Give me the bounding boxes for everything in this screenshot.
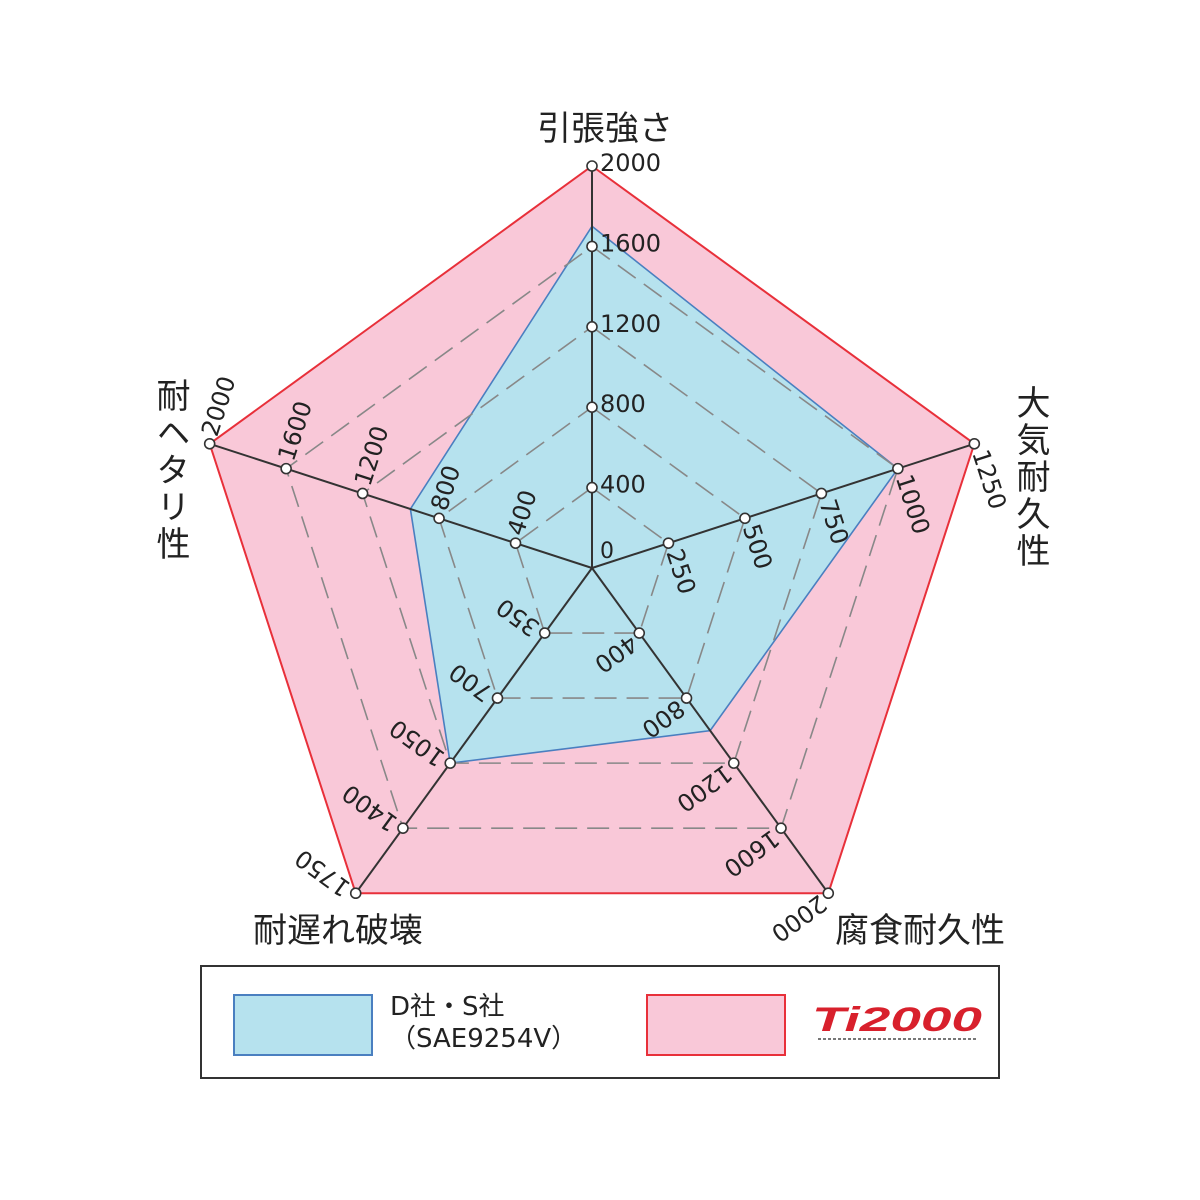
legend-label-line1: D社・S社 (390, 992, 505, 1022)
legend-swatch-ti2000 (646, 994, 786, 1056)
tick-marker (444, 757, 457, 769)
tick-marker (586, 240, 598, 253)
legend-label-line2: （SAE9254V） (390, 1024, 578, 1054)
grid-ring (285, 245, 899, 829)
series-area-sae9254v (409, 225, 899, 765)
tick-marker (586, 481, 598, 494)
tick-label: 1200 (600, 310, 661, 338)
tick-marker (822, 887, 835, 900)
axis-label-atmospheric-durability: 大気耐久性 (1010, 385, 1050, 570)
axis-label: 耐遅れ破壊 (253, 911, 423, 951)
legend-swatch-sae9254v (233, 994, 373, 1056)
tick-marker (968, 437, 981, 450)
axis-label-sag-resistance: 耐ヘタリ性 (150, 378, 190, 563)
tick-marker (739, 512, 751, 525)
tick-marker (586, 160, 598, 172)
tick-label: 1250 (966, 446, 1012, 513)
tick-label: 0 (600, 539, 614, 564)
tick-marker (349, 887, 362, 900)
tick-marker (509, 537, 522, 549)
axis-line (354, 567, 593, 894)
tick-marker (203, 437, 216, 450)
tick-marker (586, 320, 598, 333)
tick-marker (397, 822, 409, 834)
tick-marker (815, 487, 828, 500)
tick-marker (538, 627, 551, 639)
tick-label: 1600 (600, 229, 661, 257)
tick-marker (280, 462, 292, 475)
tick-label: 2000 (600, 149, 661, 177)
tick-marker (775, 822, 787, 834)
tick-marker (633, 627, 646, 639)
axis-line (591, 442, 975, 569)
tick-marker (662, 537, 675, 549)
tick-marker (892, 462, 904, 475)
svg-text:Ti2000: Ti2000 (812, 1003, 982, 1039)
axis-label: 引張強さ (537, 109, 673, 149)
tick-marker (356, 487, 369, 500)
tick-label: 400 (600, 471, 646, 499)
tick-marker (680, 692, 693, 704)
axis-line (591, 567, 830, 894)
axis-label: 腐食耐久性 (835, 911, 1005, 951)
grid-ring (514, 486, 670, 634)
grid-ring (438, 406, 746, 699)
legend-label-sae9254v: D社・S社 （SAE9254V） (390, 991, 577, 1055)
tick-label: 800 (600, 390, 646, 418)
ti2000-logo: Ti2000 (812, 1003, 982, 1040)
legend: D社・S社 （SAE9254V） Ti2000 (200, 965, 1000, 1079)
tick-marker (433, 512, 445, 525)
grid-ring (361, 325, 823, 764)
axis-line (209, 442, 593, 569)
tick-marker (586, 401, 598, 414)
tick-marker (727, 757, 740, 769)
tick-label: 2000 (766, 889, 832, 948)
tick-marker (491, 692, 504, 704)
